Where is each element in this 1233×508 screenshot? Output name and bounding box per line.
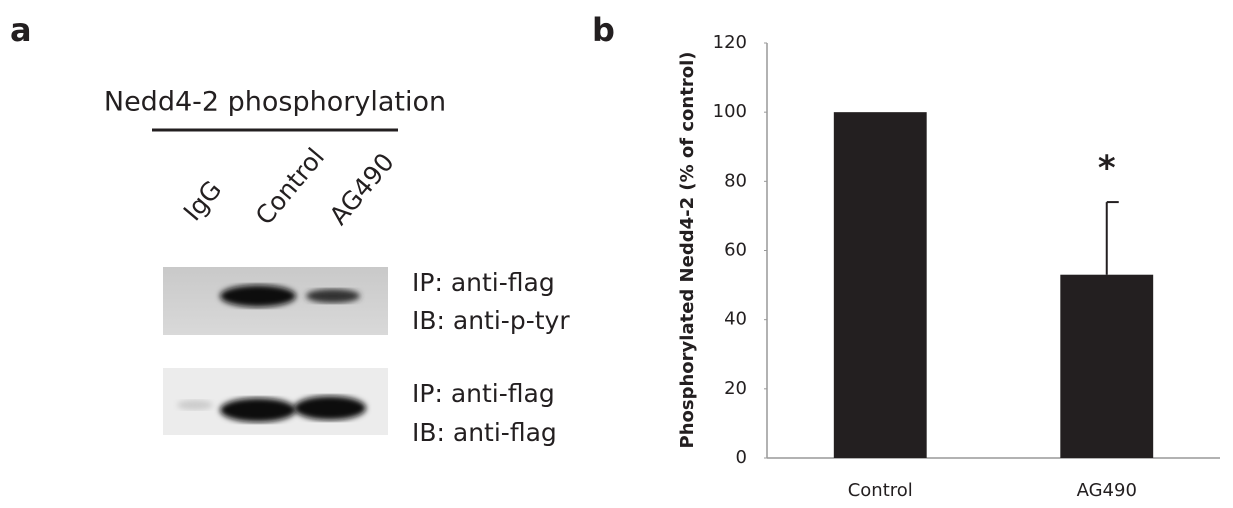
blot-caption: IB: anti-p-tyr — [412, 306, 570, 335]
lane-label: AG490 — [324, 148, 400, 231]
panel-label: b — [592, 11, 615, 49]
blot-band — [220, 285, 296, 307]
y-tick-label: 60 — [724, 240, 747, 261]
blot-band — [220, 398, 296, 422]
annotation: * — [1098, 149, 1116, 189]
blot-title: Nedd4-2 phosphorylation — [104, 87, 446, 118]
y-tick-label: 80 — [724, 170, 747, 191]
y-tick-label: 0 — [736, 447, 747, 468]
y-tick-label: 120 — [713, 32, 747, 53]
blot-caption: IP: anti-flag — [412, 379, 555, 408]
bar — [1060, 275, 1153, 458]
panel-label: a — [10, 11, 32, 49]
blot-band — [177, 400, 213, 410]
y-tick-label: 20 — [724, 378, 747, 399]
blot-caption: IP: anti-flag — [412, 268, 555, 297]
error-bar — [1107, 202, 1119, 275]
lane-label: Control — [250, 142, 330, 230]
y-tick-label: 40 — [724, 309, 747, 330]
blot-band — [294, 396, 366, 420]
lane-label: IgG — [178, 175, 228, 226]
y-axis-title: Phosphorylated Nedd4-2 (% of control) — [677, 52, 698, 449]
blot-band — [306, 289, 360, 303]
figure: a Nedd4-2 phosphorylation IgG Control AG… — [0, 0, 1233, 504]
bar — [834, 112, 927, 458]
y-tick-label: 100 — [713, 101, 747, 122]
blot-caption: IB: anti-flag — [412, 418, 557, 447]
x-tick-label: AG490 — [1077, 480, 1137, 501]
x-tick-label: Control — [848, 480, 913, 501]
